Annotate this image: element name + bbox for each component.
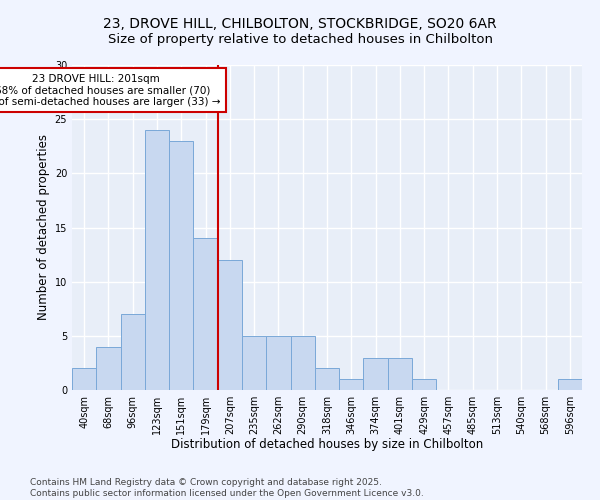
Bar [364, 358, 388, 390]
Bar [315, 368, 339, 390]
Bar [169, 141, 193, 390]
Bar [558, 379, 582, 390]
Bar [242, 336, 266, 390]
Bar [339, 379, 364, 390]
Bar [121, 314, 145, 390]
Bar [290, 336, 315, 390]
Text: Size of property relative to detached houses in Chilbolton: Size of property relative to detached ho… [107, 32, 493, 46]
Text: 23, DROVE HILL, CHILBOLTON, STOCKBRIDGE, SO20 6AR: 23, DROVE HILL, CHILBOLTON, STOCKBRIDGE,… [103, 18, 497, 32]
Bar [218, 260, 242, 390]
X-axis label: Distribution of detached houses by size in Chilbolton: Distribution of detached houses by size … [171, 438, 483, 452]
Bar [412, 379, 436, 390]
Bar [193, 238, 218, 390]
Bar [72, 368, 96, 390]
Bar [388, 358, 412, 390]
Bar [145, 130, 169, 390]
Text: 23 DROVE HILL: 201sqm
← 68% of detached houses are smaller (70)
32% of semi-deta: 23 DROVE HILL: 201sqm ← 68% of detached … [0, 74, 221, 107]
Text: Contains HM Land Registry data © Crown copyright and database right 2025.
Contai: Contains HM Land Registry data © Crown c… [30, 478, 424, 498]
Bar [96, 346, 121, 390]
Y-axis label: Number of detached properties: Number of detached properties [37, 134, 50, 320]
Bar [266, 336, 290, 390]
